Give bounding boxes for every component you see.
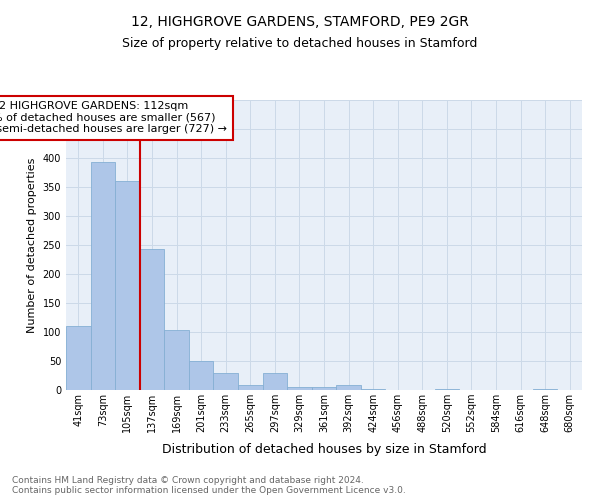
X-axis label: Distribution of detached houses by size in Stamford: Distribution of detached houses by size … [161,444,487,456]
Bar [115,181,140,390]
Bar [533,389,557,390]
Bar [312,386,336,390]
Bar [263,372,287,390]
Text: 12, HIGHGROVE GARDENS, STAMFORD, PE9 2GR: 12, HIGHGROVE GARDENS, STAMFORD, PE9 2GR [131,15,469,29]
Bar [238,386,263,390]
Bar [189,361,214,390]
Text: Contains HM Land Registry data © Crown copyright and database right 2024.
Contai: Contains HM Land Registry data © Crown c… [12,476,406,495]
Bar [91,162,115,390]
Bar [140,249,164,390]
Y-axis label: Number of detached properties: Number of detached properties [27,158,37,332]
Bar [434,389,459,390]
Bar [66,326,91,390]
Text: Size of property relative to detached houses in Stamford: Size of property relative to detached ho… [122,38,478,51]
Bar [287,386,312,390]
Bar [336,386,361,390]
Bar [214,372,238,390]
Text: 12 HIGHGROVE GARDENS: 112sqm
← 43% of detached houses are smaller (567)
56% of s: 12 HIGHGROVE GARDENS: 112sqm ← 43% of de… [0,101,227,134]
Bar [164,330,189,390]
